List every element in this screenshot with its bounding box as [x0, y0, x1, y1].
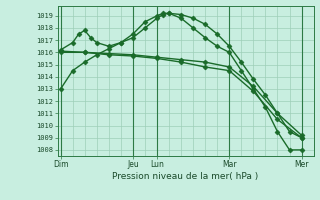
- X-axis label: Pression niveau de la mer( hPa ): Pression niveau de la mer( hPa ): [112, 172, 259, 181]
